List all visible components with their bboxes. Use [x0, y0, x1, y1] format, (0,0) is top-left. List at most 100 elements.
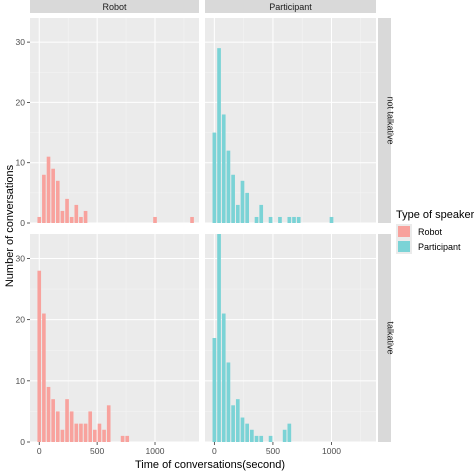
- bar-robot-not-talkative-1320: [190, 216, 194, 223]
- x-tick-label: 500: [266, 446, 280, 456]
- panel-robot-not-talkative: [30, 18, 199, 224]
- bar-participant-not-talkative-40: [217, 48, 221, 223]
- y-tick-label: 10: [16, 376, 26, 386]
- x-tick-label: 500: [90, 446, 104, 456]
- bar-robot-not-talkative-320: [74, 204, 79, 223]
- panel-background: [30, 234, 199, 442]
- panel-participant-not-talkative: [205, 18, 376, 224]
- bar-participant-talkative-640: [287, 423, 292, 442]
- bar-robot-not-talkative-0: [37, 216, 42, 223]
- bar-robot-not-talkative-160: [55, 180, 60, 223]
- legend: Type of speaker Robot Participant: [396, 209, 474, 254]
- strip-label-not-talkative: not talkative: [386, 96, 396, 144]
- bar-participant-talkative-0: [212, 338, 217, 442]
- bar-participant-not-talkative-720: [296, 216, 301, 223]
- bar-participant-not-talkative-560: [278, 216, 282, 223]
- bar-robot-not-talkative-120: [51, 168, 55, 223]
- bar-robot-talkative-400: [83, 423, 88, 442]
- bar-participant-not-talkative-240: [240, 180, 245, 223]
- x-tick-label: 0: [212, 446, 217, 456]
- x-tick-label: 0: [37, 446, 42, 456]
- legend-swatch-participant: [398, 241, 410, 252]
- y-tick-label: 30: [16, 37, 26, 47]
- strip-robot: [30, 0, 199, 13]
- bar-participant-not-talkative-200: [235, 204, 240, 223]
- bar-participant-talkative-160: [231, 405, 235, 442]
- bar-robot-talkative-360: [79, 423, 83, 442]
- bar-participant-talkative-360: [254, 435, 259, 442]
- bar-robot-talkative-480: [93, 429, 97, 442]
- bar-robot-not-talkative-1000: [153, 216, 157, 223]
- bar-robot-talkative-320: [74, 423, 79, 442]
- legend-label-participant: Participant: [418, 242, 461, 252]
- bar-robot-not-talkative-400: [83, 210, 88, 223]
- y-tick-label: 0: [20, 437, 25, 447]
- bar-robot-not-talkative-240: [65, 198, 69, 223]
- bar-robot-talkative-560: [102, 429, 106, 442]
- bar-participant-not-talkative-160: [231, 174, 235, 223]
- bar-robot-talkative-240: [65, 399, 69, 442]
- panel-background: [205, 18, 376, 223]
- bar-robot-talkative-760: [125, 435, 130, 442]
- bar-robot-talkative-720: [120, 435, 125, 442]
- x-axis-title: Time of conversations(second): [135, 459, 285, 471]
- strip-label-talkative: talkative: [386, 321, 396, 354]
- bar-participant-talkative-600: [282, 429, 287, 442]
- legend-title: Type of speaker: [396, 209, 474, 221]
- strip-not-talkative: [378, 18, 391, 223]
- bar-robot-not-talkative-280: [69, 216, 74, 223]
- bar-participant-talkative-240: [240, 417, 245, 442]
- bar-participant-not-talkative-400: [259, 204, 264, 223]
- strip-participant: [205, 0, 376, 13]
- bar-participant-talkative-80: [221, 313, 226, 442]
- bar-robot-not-talkative-360: [79, 216, 83, 223]
- y-tick-label: 30: [16, 253, 26, 263]
- bar-robot-talkative-120: [51, 399, 55, 442]
- bar-robot-talkative-440: [88, 411, 93, 442]
- bar-participant-not-talkative-480: [268, 216, 273, 223]
- bar-participant-not-talkative-120: [226, 150, 231, 223]
- bar-participant-talkative-200: [235, 399, 240, 442]
- bar-participant-not-talkative-360: [254, 216, 259, 223]
- bar-participant-talkative-280: [245, 423, 250, 442]
- y-tick-label: 20: [16, 97, 26, 107]
- bar-participant-talkative-120: [226, 362, 231, 442]
- legend-label-robot: Robot: [418, 227, 443, 237]
- bar-robot-talkative-0: [37, 270, 42, 442]
- bar-robot-not-talkative-80: [46, 156, 51, 223]
- bar-robot-talkative-200: [60, 429, 65, 442]
- x-tick-label: 1000: [322, 446, 341, 456]
- panel-robot-talkative: [30, 234, 199, 443]
- y-tick-label: 20: [16, 315, 26, 325]
- bar-participant-talkative-400: [259, 435, 264, 442]
- bar-participant-not-talkative-80: [221, 114, 226, 223]
- strip-label-participant: Participant: [269, 2, 312, 12]
- bar-robot-talkative-600: [106, 405, 111, 442]
- bar-participant-not-talkative-680: [292, 216, 296, 223]
- strip-label-robot: Robot: [102, 2, 127, 12]
- y-tick-label: 0: [20, 218, 25, 228]
- bar-participant-talkative-40: [217, 234, 221, 442]
- x-tick-label: 1000: [146, 446, 165, 456]
- bar-robot-talkative-280: [69, 411, 74, 442]
- bar-participant-not-talkative-280: [245, 192, 250, 223]
- bar-participant-talkative-320: [250, 429, 254, 442]
- bar-participant-not-talkative-640: [287, 216, 292, 223]
- bar-participant-not-talkative-1000: [329, 216, 334, 223]
- y-tick-label: 10: [16, 158, 26, 168]
- bar-participant-not-talkative-0: [212, 132, 217, 223]
- y-axis-title: Number of conversations: [4, 164, 16, 287]
- panels-layer: [30, 18, 376, 443]
- legend-swatch-robot: [398, 226, 410, 237]
- bar-robot-talkative-520: [97, 423, 102, 442]
- panel-participant-talkative: [205, 234, 376, 443]
- strip-talkative: [378, 234, 391, 442]
- bar-robot-talkative-160: [55, 411, 60, 442]
- bar-robot-not-talkative-200: [60, 210, 65, 223]
- panel-background: [205, 234, 376, 442]
- axes-layer: Robot Participant not talkative talkative 0 1…: [16, 0, 396, 456]
- panel-background: [30, 18, 199, 223]
- bar-robot-talkative-40: [42, 313, 46, 442]
- bar-participant-talkative-480: [268, 435, 273, 442]
